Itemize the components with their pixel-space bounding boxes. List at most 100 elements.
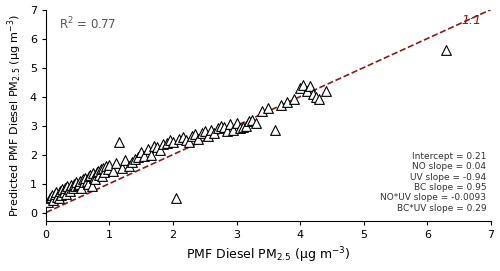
Point [68,183,76,187]
Y-axis label: Predicted PMF Diesel PM$_{2.5}$ (μg m$^{-3}$): Predicted PMF Diesel PM$_{2.5}$ (μg m$^{… [6,14,24,217]
Point [270,128,278,132]
Point [185,139,193,144]
Point [172,196,180,200]
Point [86,173,94,177]
Point [104,167,112,171]
Point [216,123,224,128]
Point [98,174,106,179]
Point [112,161,120,165]
Point [61,186,69,190]
Point [137,150,145,154]
Point [124,164,132,168]
Point [92,177,100,181]
Point [108,168,116,173]
Point [242,123,250,128]
Point [214,126,222,131]
Point [264,106,272,110]
Text: R$^2$ = 0.77: R$^2$ = 0.77 [59,16,116,33]
Point [201,129,209,134]
Point [51,192,59,196]
Point [258,109,266,113]
Point [82,176,90,180]
Point [284,100,292,105]
Point [88,184,96,189]
Point [144,147,152,151]
Point [85,174,93,179]
Point [82,179,90,183]
Point [210,131,218,135]
Point [54,194,62,199]
Point [192,132,200,136]
Point [160,142,168,147]
Point [309,92,317,96]
Point [312,94,320,99]
Point [306,84,314,89]
Point [169,139,177,144]
Point [147,152,155,157]
Point [92,170,100,174]
Point [90,176,98,180]
Point [74,183,82,187]
Point [115,139,123,144]
Point [296,86,304,90]
Point [156,148,164,152]
Point [220,125,228,129]
Point [128,160,136,164]
Point [198,131,205,135]
X-axis label: PMF Diesel PM$_{2.5}$ (μg m$^{-3}$): PMF Diesel PM$_{2.5}$ (μg m$^{-3}$) [186,246,350,265]
Point [100,170,108,174]
Text: Intercept = 0.21
NO slope = 0.04
UV slope = -0.94
BC slope = 0.95
NO*UV slope = : Intercept = 0.21 NO slope = 0.04 UV slop… [380,152,486,213]
Point [302,89,310,93]
Point [70,181,78,186]
Point [246,119,254,123]
Point [207,128,215,132]
Point [223,129,231,134]
Point [62,192,70,196]
Point [48,193,56,197]
Point [75,181,83,186]
Point [58,187,66,192]
Point [194,136,202,141]
Point [140,154,148,158]
Point [232,121,240,125]
Point [44,200,52,205]
Text: 1:1: 1:1 [461,14,481,27]
Point [230,128,237,132]
Point [239,125,247,129]
Point [54,196,62,200]
Point [80,180,88,184]
Point [290,97,298,102]
Point [57,193,65,197]
Point [78,186,86,190]
Point [277,103,285,107]
Point [78,177,86,181]
Point [50,197,58,202]
Point [150,144,158,148]
Point [300,83,308,87]
Point [322,89,330,93]
Point [65,187,73,192]
Point [153,145,161,150]
Point [162,141,170,145]
Point [99,165,107,170]
Point [182,138,190,142]
Point [204,134,212,138]
Point [94,168,102,173]
Point [188,134,196,138]
Point [64,184,72,189]
Point [68,186,76,190]
Point [89,171,97,176]
Point [47,194,55,199]
Point [134,155,142,160]
Point [60,190,68,194]
Point [315,97,323,102]
Point [252,121,260,125]
Point [71,184,79,189]
Point [72,180,80,184]
Point [131,157,139,161]
Point [248,118,256,122]
Point [96,167,104,171]
Point [442,48,450,52]
Point [166,138,174,142]
Point [102,164,110,168]
